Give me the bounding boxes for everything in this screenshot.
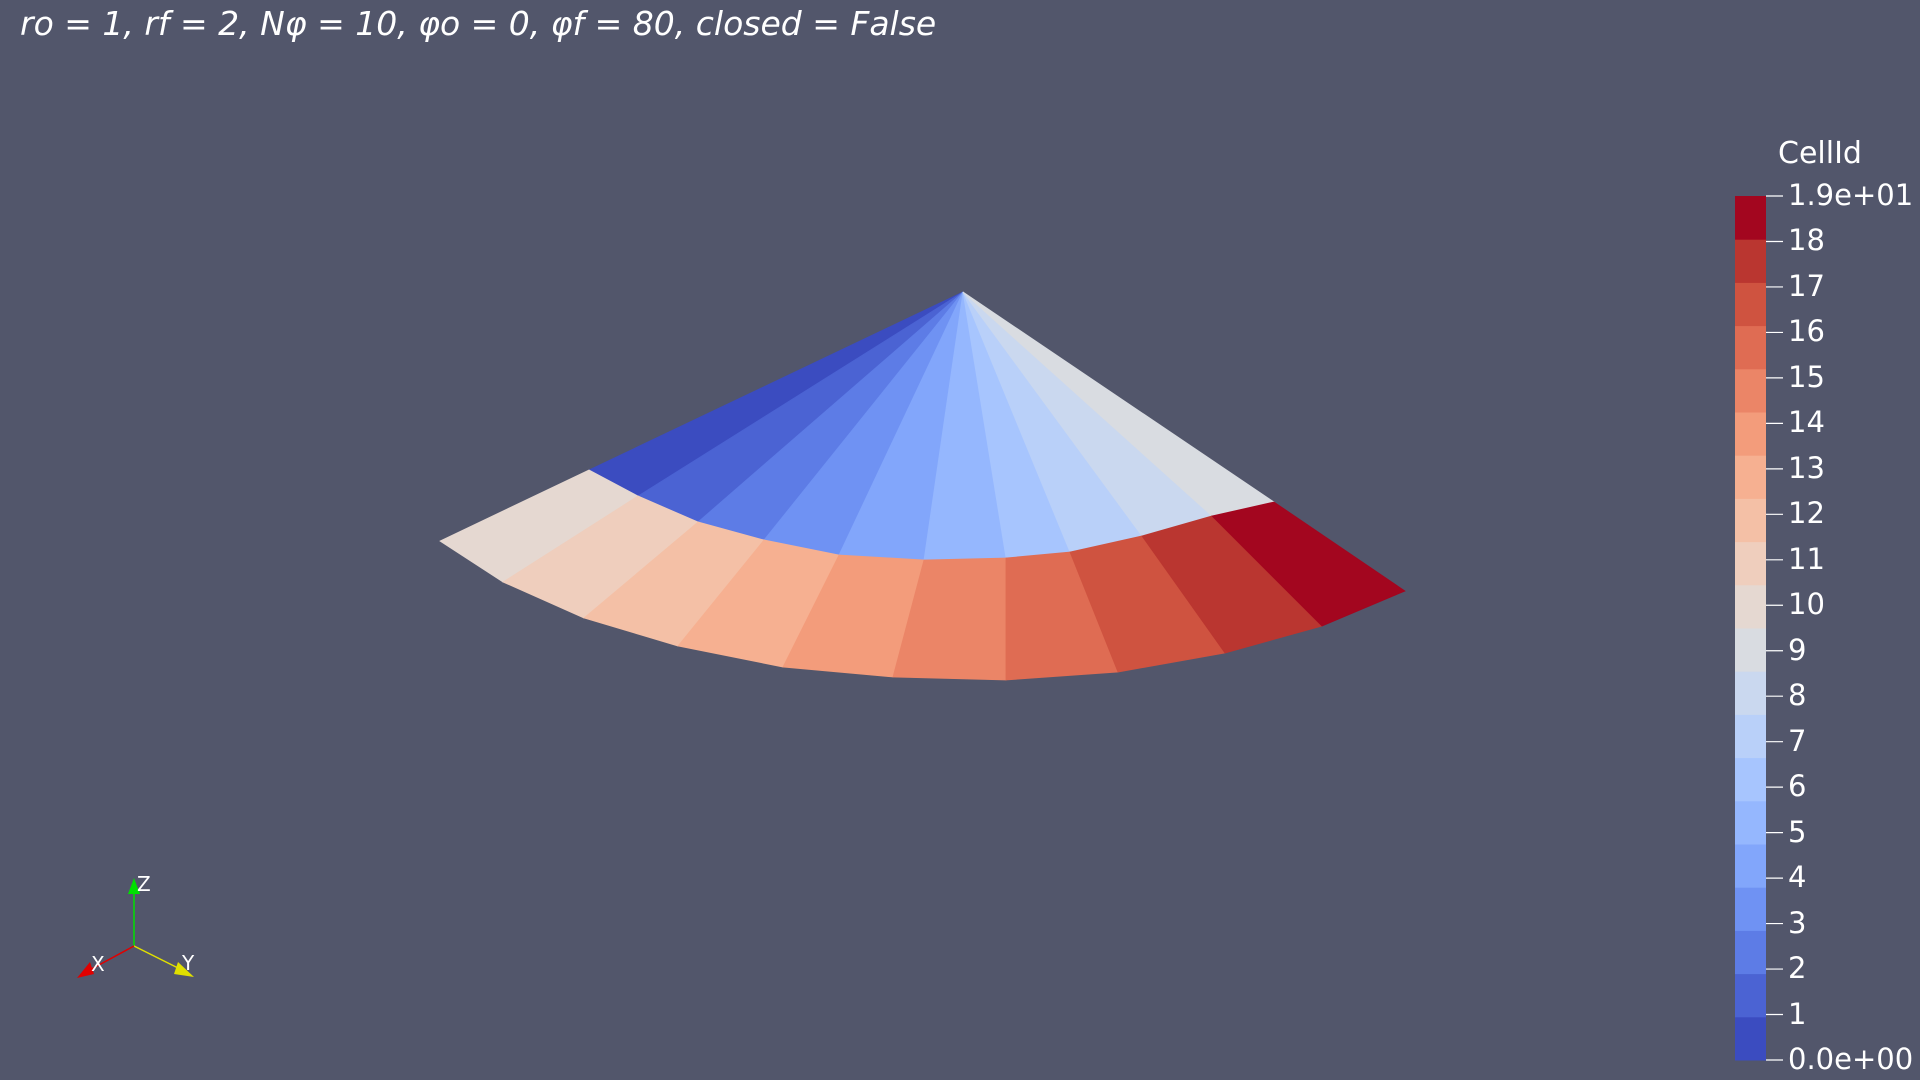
tick-label: 15 — [1788, 359, 1825, 394]
tick-label: 7 — [1788, 723, 1807, 758]
x-axis-label: X — [91, 952, 105, 976]
color-swatch — [1735, 541, 1766, 586]
tick-label: 0.0e+00 — [1788, 1042, 1914, 1076]
color-swatch — [1735, 368, 1766, 413]
plot-title: ro = 1, rf = 2, Nφ = 10, φo = 0, φf = 80… — [20, 4, 937, 43]
color-swatch — [1735, 455, 1766, 499]
color-swatch — [1735, 757, 1766, 802]
color-swatch — [1735, 1016, 1766, 1061]
tick-label: 2 — [1788, 951, 1807, 986]
tick-label: 9 — [1788, 632, 1807, 667]
color-swatch — [1735, 844, 1766, 888]
surface-mesh — [439, 291, 1406, 681]
color-swatch — [1735, 973, 1766, 1018]
mesh-cell-outer — [1211, 501, 1406, 627]
color-swatch — [1735, 671, 1766, 715]
color-swatch — [1735, 282, 1766, 327]
color-swatch — [1735, 412, 1766, 456]
scalar-bar-title: CellId — [1778, 136, 1862, 171]
tick-label: 3 — [1788, 905, 1807, 940]
tick-label: 14 — [1788, 405, 1825, 440]
color-scale-bar — [1735, 195, 1783, 1061]
tick-label: 13 — [1788, 450, 1825, 485]
y-axis-label: Y — [182, 951, 195, 975]
tick-label: 1.9e+01 — [1788, 178, 1914, 212]
color-swatch — [1735, 887, 1766, 931]
color-swatch — [1735, 584, 1766, 629]
color-swatch — [1735, 628, 1766, 672]
color-swatch — [1735, 196, 1766, 240]
tick-label: 5 — [1788, 814, 1807, 849]
x-axis-arrow-icon — [77, 962, 94, 978]
color-swatch — [1735, 325, 1766, 370]
color-swatch — [1735, 714, 1766, 759]
tick-label: 1 — [1788, 996, 1807, 1031]
tick-label: 17 — [1788, 268, 1825, 303]
color-swatch — [1735, 239, 1766, 283]
orientation-axes — [77, 878, 194, 978]
tick-label: 8 — [1788, 678, 1807, 713]
y-axis-arrow-icon — [174, 962, 194, 977]
tick-label: 4 — [1788, 860, 1807, 895]
tick-label: 6 — [1788, 769, 1807, 804]
color-swatch — [1735, 498, 1766, 543]
tick-label: 16 — [1788, 314, 1825, 349]
color-swatch — [1735, 930, 1766, 975]
tick-label: 12 — [1788, 496, 1825, 531]
color-swatch — [1735, 800, 1766, 845]
z-axis-label: Z — [137, 872, 151, 896]
z-axis-arrow-icon — [128, 878, 140, 894]
tick-label: 11 — [1788, 541, 1825, 576]
tick-label: 18 — [1788, 223, 1825, 258]
tick-label: 10 — [1788, 587, 1825, 622]
